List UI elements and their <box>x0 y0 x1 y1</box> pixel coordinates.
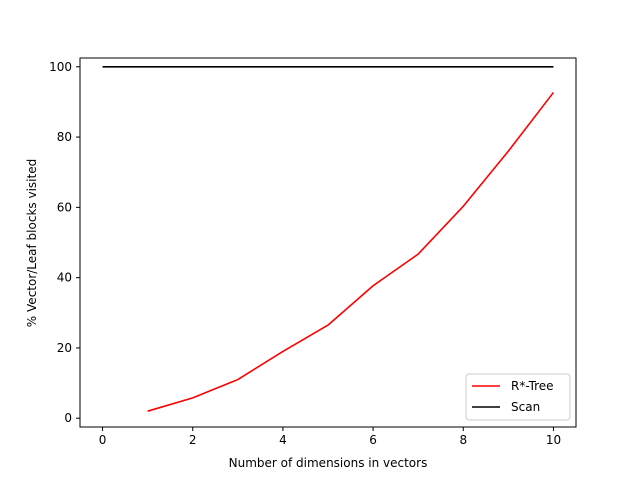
y-tick-label: 60 <box>57 200 72 214</box>
x-tick-label: 8 <box>459 433 467 447</box>
x-tick-label: 2 <box>189 433 197 447</box>
y-tick-label: 80 <box>57 130 72 144</box>
legend-label-scan: Scan <box>511 400 540 414</box>
y-tick-label: 100 <box>49 60 72 74</box>
x-axis-ticks: 0 2 4 6 8 10 <box>99 427 561 447</box>
series-layer <box>102 65 555 412</box>
y-tick-label: 20 <box>57 341 72 355</box>
x-tick-label: 0 <box>99 433 107 447</box>
legend-label-r-tree: R*-Tree <box>511 379 554 393</box>
y-axis-ticks: 0 20 40 60 80 100 <box>49 60 80 425</box>
x-tick-label: 4 <box>279 433 287 447</box>
plot-area-background <box>80 58 576 427</box>
plot-frame <box>79 57 577 428</box>
series-line-r-tree <box>147 91 555 412</box>
y-tick-label: 40 <box>57 271 72 285</box>
x-axis-label: Number of dimensions in vectors <box>229 456 428 470</box>
x-tick-label: 6 <box>369 433 377 447</box>
y-tick-label: 0 <box>64 411 72 425</box>
y-axis-label: % Vector/Leaf blocks visited <box>25 159 39 327</box>
legend: R*-Tree Scan <box>465 373 571 421</box>
x-tick-label: 10 <box>546 433 561 447</box>
